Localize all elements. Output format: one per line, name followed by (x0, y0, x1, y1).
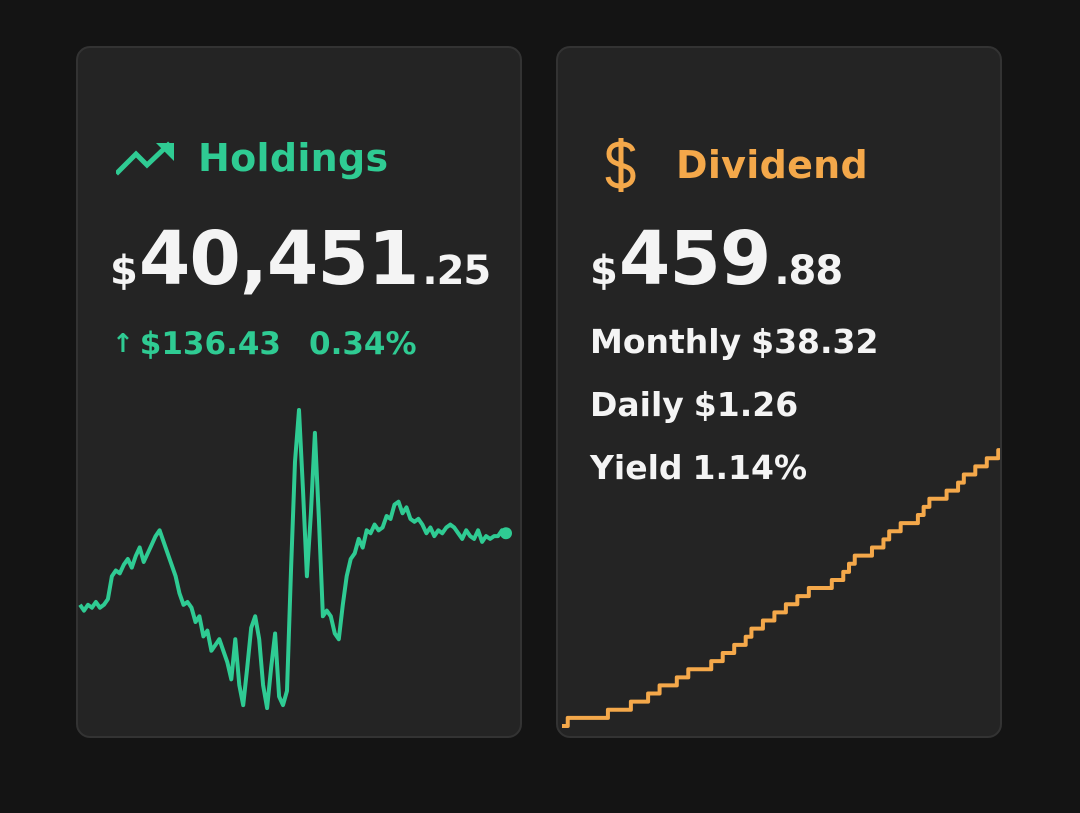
dividend-amount-integer: 459 (618, 216, 771, 302)
stat-value: $1.26 (693, 385, 799, 424)
dividend-daily: Daily $1.26 (590, 385, 798, 424)
holdings-amount: $ 40,451 .25 (110, 216, 491, 302)
holdings-amount-decimal: .25 (422, 248, 491, 294)
stat-value: 1.14% (692, 448, 808, 487)
holdings-series-line (78, 408, 508, 710)
dividend-monthly: Monthly $38.32 (590, 322, 878, 361)
holdings-title: Holdings (198, 136, 389, 180)
stat-label: Monthly (590, 322, 742, 361)
dividend-title: Dividend (676, 143, 868, 187)
trending-up-icon (116, 141, 174, 176)
holdings-card[interactable]: Holdings $ 40,451 .25 ↑ $136.43 0.34% (76, 46, 522, 738)
stat-label: Yield (590, 448, 683, 487)
stat-label: Daily (590, 385, 684, 424)
holdings-change: ↑ $136.43 0.34% (112, 326, 417, 362)
dividend-header: Dividend (604, 136, 868, 194)
holdings-change-percent: 0.34% (309, 326, 417, 362)
holdings-series-end-dot (500, 527, 512, 540)
dividend-currency: $ (590, 248, 618, 294)
holdings-sparkline (78, 408, 512, 710)
dollar-icon (605, 138, 636, 192)
dividend-amount: $ 459 .88 (590, 216, 843, 302)
holdings-amount-integer: 40,451 (138, 216, 420, 302)
holdings-currency: $ (110, 248, 138, 294)
arrow-up-icon: ↑ (112, 329, 134, 359)
dividend-card[interactable]: Dividend $ 459 .88 Monthly $38.32 Daily $1… (556, 46, 1002, 738)
holdings-change-amount: $136.43 (139, 326, 281, 362)
stat-value: $38.32 (751, 322, 879, 361)
dividend-yield: Yield 1.14% (590, 448, 807, 487)
dividend-amount-decimal: .88 (774, 248, 843, 294)
dividend-step-chart (562, 448, 1000, 728)
holdings-header: Holdings (116, 136, 388, 180)
dividend-series-line (562, 448, 1000, 728)
